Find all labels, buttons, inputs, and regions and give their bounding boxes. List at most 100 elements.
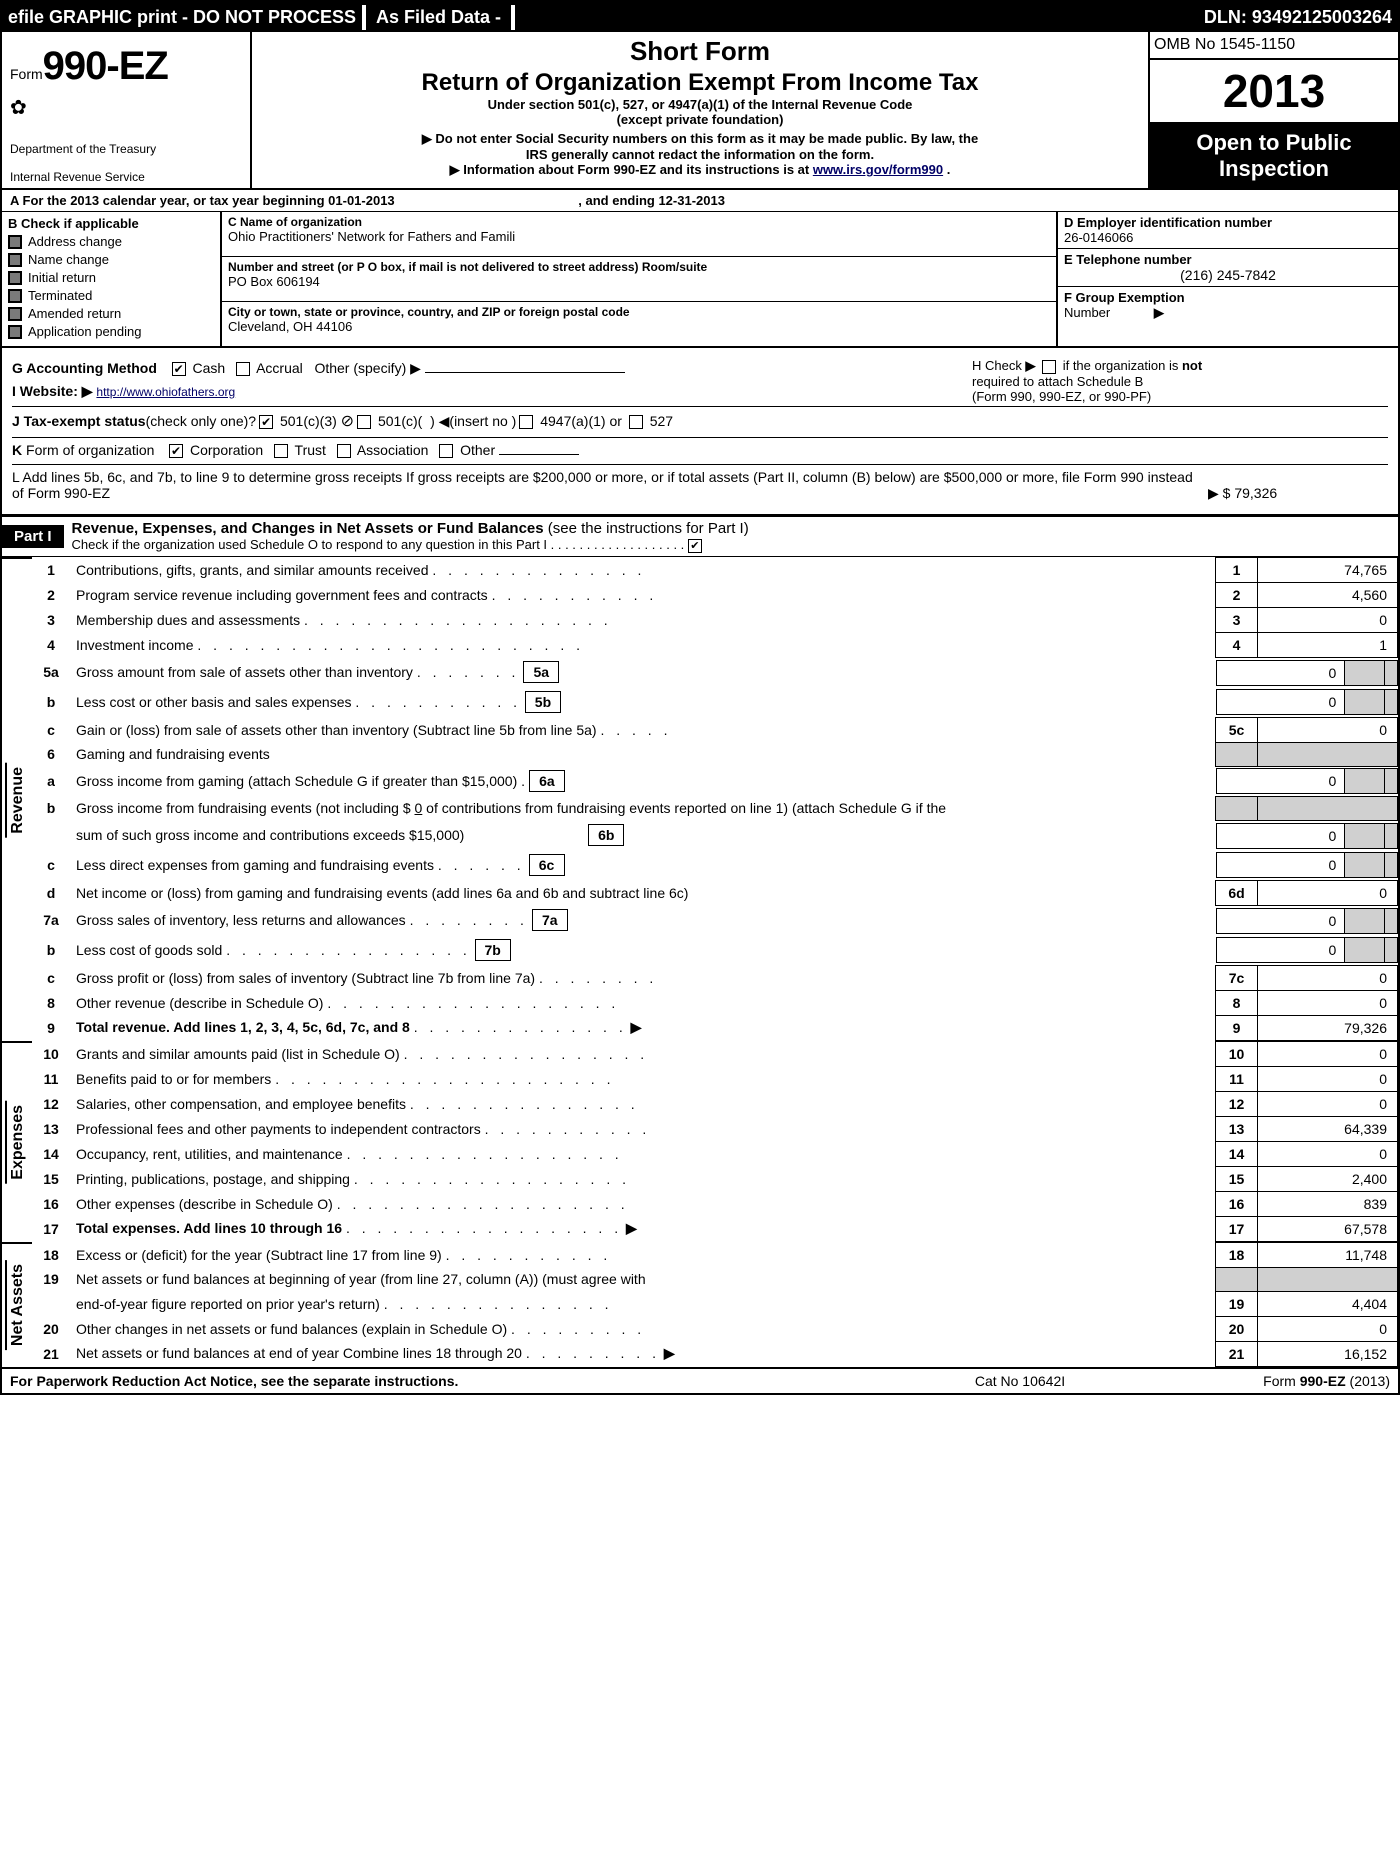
under-section: Under section 501(c), 527, or 4947(a)(1)…	[258, 97, 1142, 112]
revenue-side-label: Revenue	[2, 557, 32, 1041]
header: Form 990-EZ ✿ Department of the Treasury…	[2, 32, 1398, 190]
street-label: Number and street (or P O box, if mail i…	[228, 260, 1050, 274]
info-link-line: ▶ Information about Form 990-EZ and its …	[258, 162, 1142, 178]
checkbox-icon	[8, 325, 22, 339]
table-row: 14Occupancy, rent, utilities, and mainte…	[32, 1141, 1398, 1166]
revenue-table: 1Contributions, gifts, grants, and simil…	[32, 557, 1398, 1041]
org-name-label: C Name of organization	[228, 215, 1050, 229]
header-mid: Short Form Return of Organization Exempt…	[252, 32, 1148, 188]
table-row: 12Salaries, other compensation, and empl…	[32, 1091, 1398, 1116]
i-label: I Website: ▶	[12, 383, 93, 399]
expenses-side-label: Expenses	[2, 1041, 32, 1242]
checkbox-icon[interactable]	[1042, 360, 1056, 374]
checkbox-icon	[8, 307, 22, 321]
table-row: end-of-year figure reported on prior yea…	[32, 1291, 1398, 1316]
dept-treasury: Department of the Treasury	[10, 142, 242, 156]
table-row: 1Contributions, gifts, grants, and simil…	[32, 557, 1398, 582]
table-row: 2Program service revenue including gover…	[32, 582, 1398, 607]
chk-other[interactable]	[439, 444, 453, 458]
section-bcdef: B Check if applicable Address change Nam…	[2, 212, 1398, 348]
city-cell: City or town, state or province, country…	[222, 302, 1058, 346]
org-name-value: Ohio Practitioners' Network for Fathers …	[228, 229, 1050, 244]
info-block: H Check ▶ if the organization is not req…	[2, 348, 1398, 515]
netassets-side-label: Net Assets	[2, 1242, 32, 1367]
form-page: efile GRAPHIC print - DO NOT PROCESS As …	[0, 0, 1400, 1395]
group-label2: Number	[1064, 305, 1110, 320]
irs-redact: IRS generally cannot redact the informat…	[258, 147, 1142, 162]
line-a-text: For the 2013 calendar year, or tax year …	[23, 193, 395, 208]
irs-seal-icon: ✿	[10, 95, 242, 120]
chk-trust[interactable]	[274, 444, 288, 458]
table-row: 15Printing, publications, postage, and s…	[32, 1166, 1398, 1191]
line-a: A For the 2013 calendar year, or tax yea…	[2, 190, 1398, 212]
phone-cell: E Telephone number (216) 245-7842	[1058, 249, 1398, 287]
table-row: 16Other expenses (describe in Schedule O…	[32, 1191, 1398, 1216]
table-row: sum of such gross income and contributio…	[32, 820, 1398, 850]
chk-app-pending[interactable]: Application pending	[8, 324, 214, 339]
l-text: L Add lines 5b, 6c, and 7b, to line 9 to…	[12, 469, 1208, 502]
open-line2: Inspection	[1154, 156, 1394, 182]
ein-cell: D Employer identification number 26-0146…	[1058, 212, 1398, 249]
chk-corp[interactable]	[169, 444, 183, 458]
chk-amended[interactable]: Amended return	[8, 306, 214, 321]
table-row: 7aGross sales of inventory, less returns…	[32, 905, 1398, 935]
chk-accrual[interactable]	[236, 362, 250, 376]
chk-501c[interactable]	[357, 415, 371, 429]
checkbox-icon	[8, 253, 22, 267]
street-cell: Number and street (or P O box, if mail i…	[222, 257, 1058, 302]
table-row: bLess cost of goods sold . . . . . . . .…	[32, 935, 1398, 965]
line-l: L Add lines 5b, 6c, and 7b, to line 9 to…	[12, 464, 1388, 502]
table-row: bLess cost or other basis and sales expe…	[32, 687, 1398, 717]
tax-year: 2013	[1150, 60, 1398, 124]
chk-527[interactable]	[629, 415, 643, 429]
chk-assoc[interactable]	[337, 444, 351, 458]
chk-initial-return[interactable]: Initial return	[8, 270, 214, 285]
cat-no: Cat No 10642I	[870, 1373, 1170, 1389]
table-row: 20Other changes in net assets or fund ba…	[32, 1316, 1398, 1341]
info-prefix: ▶ Information about Form 990-EZ and its …	[450, 162, 813, 177]
checkbox-icon	[8, 289, 22, 303]
dept-irs: Internal Revenue Service	[10, 170, 242, 184]
other-specify-input[interactable]	[425, 372, 625, 373]
top-bar: efile GRAPHIC print - DO NOT PROCESS As …	[2, 2, 1398, 32]
schedule-o-check[interactable]	[688, 539, 702, 553]
org-name-cell: C Name of organization Ohio Practitioner…	[222, 212, 1058, 257]
netassets-table: 18Excess or (deficit) for the year (Subt…	[32, 1242, 1398, 1367]
info-suffix: .	[947, 162, 951, 177]
chk-name-change[interactable]: Name change	[8, 252, 214, 267]
chk-address-change[interactable]: Address change	[8, 234, 214, 249]
ein-value: 26-0146066	[1064, 230, 1392, 245]
expenses-section: Expenses 10Grants and similar amounts pa…	[2, 1041, 1398, 1242]
netassets-section: Net Assets 18Excess or (deficit) for the…	[2, 1242, 1398, 1367]
table-row: cGross profit or (loss) from sales of in…	[32, 965, 1398, 990]
website-link[interactable]: http://www.ohiofathers.org	[96, 385, 235, 399]
table-row: 6Gaming and fundraising events	[32, 742, 1398, 766]
open-line1: Open to Public	[1154, 130, 1394, 156]
b-text: Check if applicable	[21, 216, 139, 231]
asfiled-label: As Filed Data -	[362, 5, 515, 30]
chk-501c3[interactable]	[259, 415, 273, 429]
table-row: 11Benefits paid to or for members . . . …	[32, 1066, 1398, 1091]
line-h: H Check ▶ if the organization is not req…	[968, 354, 1388, 408]
chk-cash[interactable]	[172, 362, 186, 376]
part1-sub: Check if the organization used Schedule …	[72, 537, 1390, 553]
line-a-end: , and ending 12-31-2013	[578, 193, 725, 208]
dln-label: DLN: 93492125003264	[1198, 5, 1398, 30]
table-row: 3Membership dues and assessments . . . .…	[32, 607, 1398, 632]
line-a-label: A	[10, 193, 19, 208]
table-row: 21Net assets or fund balances at end of …	[32, 1341, 1398, 1366]
col-c: C Name of organization Ohio Practitioner…	[222, 212, 1058, 346]
b-letter: B	[8, 216, 17, 231]
line-k: K Form of organization Corporation Trust…	[12, 437, 1388, 458]
chk-4947[interactable]	[519, 415, 533, 429]
table-row: 19Net assets or fund balances at beginni…	[32, 1267, 1398, 1291]
efile-label: efile GRAPHIC print - DO NOT PROCESS	[2, 5, 362, 30]
chk-terminated[interactable]: Terminated	[8, 288, 214, 303]
g-label: G Accounting Method	[12, 360, 157, 376]
col-d: D Employer identification number 26-0146…	[1058, 212, 1398, 346]
street-value: PO Box 606194	[228, 274, 1050, 289]
table-row: 10Grants and similar amounts paid (list …	[32, 1041, 1398, 1066]
except-label: (except private foundation)	[258, 112, 1142, 127]
form-big: 990-EZ	[43, 44, 168, 89]
irs-link[interactable]: www.irs.gov/form990	[813, 162, 943, 177]
